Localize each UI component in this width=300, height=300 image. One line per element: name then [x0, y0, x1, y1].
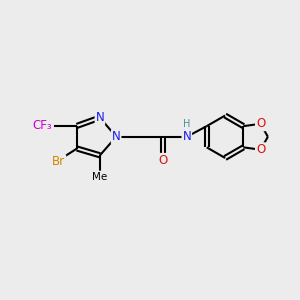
Text: N: N	[182, 130, 191, 143]
Text: Me: Me	[92, 172, 108, 182]
Text: CF₃: CF₃	[33, 119, 52, 132]
Text: O: O	[256, 143, 265, 156]
Text: Br: Br	[52, 155, 65, 168]
Text: O: O	[159, 154, 168, 167]
Text: O: O	[256, 117, 265, 130]
Text: N: N	[96, 111, 104, 124]
Text: N: N	[112, 130, 121, 143]
Text: H: H	[183, 119, 190, 129]
